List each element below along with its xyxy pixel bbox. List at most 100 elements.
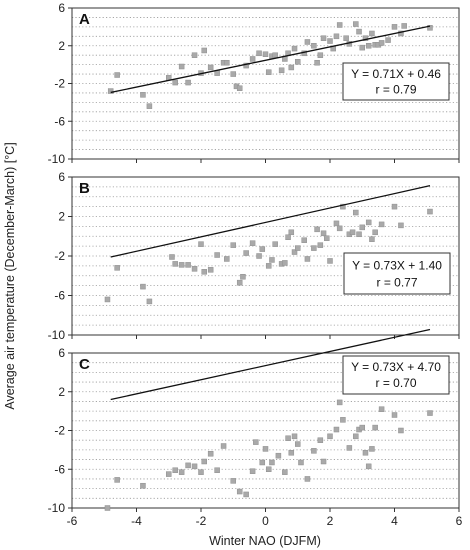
data-point [301, 237, 307, 243]
y-tick-label: 6 [58, 170, 65, 184]
data-point [172, 261, 178, 267]
data-point [107, 88, 114, 94]
data-point [265, 263, 272, 269]
data-point [427, 208, 433, 215]
data-point [295, 441, 301, 447]
correlation-coefficient: r = 0.79 [375, 82, 416, 96]
data-point [185, 462, 191, 469]
trend-line [110, 328, 431, 401]
regression-equation: Y = 0.71X + 0.46 [351, 67, 441, 81]
x-tick-label: -2 [196, 514, 207, 528]
data-point [356, 28, 362, 35]
data-point [243, 62, 249, 69]
x-tick-label: 2 [327, 514, 334, 528]
data-point [214, 467, 220, 473]
x-tick-label: 6 [456, 514, 463, 528]
y-tick-label: 2 [58, 39, 65, 53]
data-point [356, 231, 362, 238]
data-point [114, 265, 120, 271]
data-point [140, 482, 146, 489]
data-point [265, 69, 272, 75]
data-point [336, 225, 343, 232]
data-point [285, 234, 291, 240]
data-point [372, 229, 378, 236]
data-point [256, 50, 262, 57]
data-point [317, 437, 324, 443]
data-point [333, 426, 340, 433]
data-point [214, 70, 220, 76]
data-point [353, 21, 359, 27]
data-point [295, 245, 301, 251]
data-point [314, 226, 320, 233]
data-point [282, 469, 288, 475]
data-point [349, 229, 356, 236]
y-tick-label: -2 [54, 249, 65, 263]
data-point [191, 52, 198, 58]
x-tick-label: -4 [131, 514, 142, 528]
data-point [272, 241, 278, 247]
data-point [201, 458, 207, 465]
data-point [320, 230, 327, 237]
data-point [207, 451, 214, 457]
data-point [259, 459, 266, 466]
data-point [288, 64, 295, 71]
data-point [269, 257, 275, 263]
y-tick-label: 2 [58, 385, 65, 399]
data-point [362, 450, 369, 456]
data-point [169, 254, 175, 260]
data-point [275, 452, 282, 459]
data-point [359, 424, 365, 431]
data-point [185, 79, 191, 86]
data-point [362, 35, 369, 41]
data-point [304, 256, 311, 262]
y-tick-label: -6 [54, 289, 65, 303]
data-point [236, 488, 243, 495]
panel-b: -10 -6 -2 2 6B Y = 0.73X + 1.40 r = 0.77 [48, 170, 460, 342]
data-point [327, 258, 333, 264]
data-point [259, 246, 266, 252]
data-point [288, 450, 295, 456]
data-point [365, 463, 372, 470]
data-point [114, 72, 120, 78]
data-point [191, 463, 198, 470]
y-tick-label: 6 [58, 346, 65, 360]
equation-box [342, 355, 450, 395]
data-point [378, 40, 385, 46]
data-point [365, 43, 372, 49]
data-point [146, 103, 153, 109]
data-point [172, 79, 178, 86]
equation-box [343, 252, 451, 295]
data-point [401, 23, 407, 29]
correlation-coefficient: r = 0.77 [376, 276, 417, 290]
data-point [369, 446, 375, 452]
data-point [324, 235, 330, 241]
data-point [317, 52, 324, 58]
data-point [391, 24, 398, 30]
data-point [369, 30, 375, 37]
y-tick-label: -6 [54, 462, 65, 476]
data-point [311, 43, 317, 49]
data-point [104, 296, 111, 303]
data-point [343, 35, 349, 41]
data-point [114, 477, 120, 483]
panel-a: -10 -6 -2 2 6A Y = 0.71X + 0.46r = 0.79 [48, 1, 460, 166]
panel-label: B [79, 180, 90, 197]
y-tick-label: -6 [54, 114, 65, 128]
data-point [391, 412, 398, 418]
data-point [140, 92, 146, 98]
panel-label: A [79, 11, 90, 28]
data-point [243, 491, 249, 498]
x-tick-label: 4 [391, 514, 398, 528]
data-point [353, 433, 359, 440]
data-point [236, 85, 243, 91]
data-point [327, 433, 333, 440]
data-point [146, 298, 153, 305]
data-point [353, 209, 359, 216]
data-point [265, 466, 272, 472]
data-point [291, 433, 298, 440]
y-tick-label: 2 [58, 210, 65, 224]
data-point [298, 459, 304, 466]
y-tick-label: -2 [54, 77, 65, 91]
data-point [398, 427, 404, 434]
